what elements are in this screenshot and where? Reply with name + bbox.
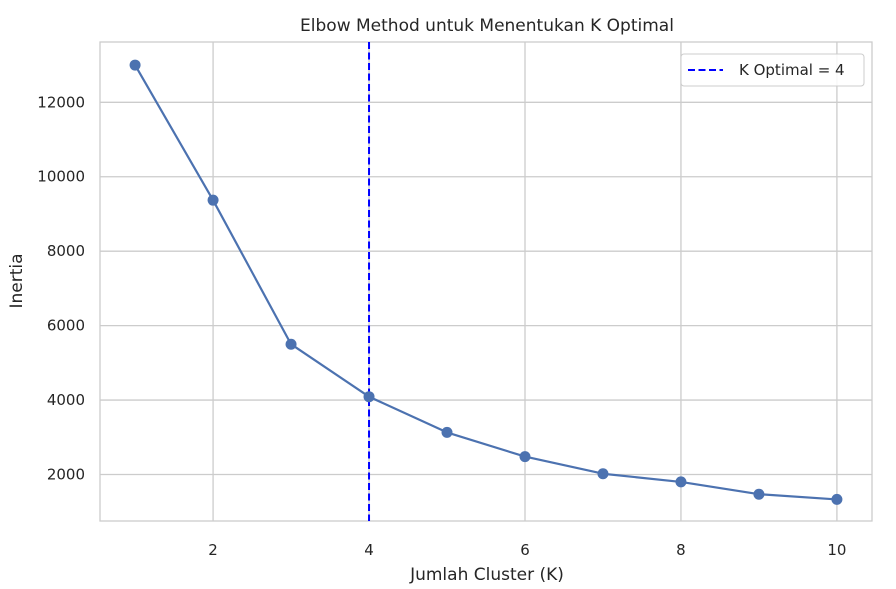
inertia-point	[519, 451, 531, 463]
y-tick-label: 10000	[37, 168, 85, 186]
legend-box	[680, 53, 865, 87]
inertia-point	[753, 488, 765, 500]
inertia-series-line	[133, 63, 839, 501]
inertia-point	[597, 468, 609, 480]
x-axis-title: Jumlah Cluster (K)	[409, 565, 564, 585]
inertia-point	[831, 493, 843, 505]
legend: K Optimal = 4	[680, 53, 865, 87]
y-tick-label: 12000	[37, 93, 85, 111]
grid-layer	[100, 42, 872, 521]
legend-label: K Optimal = 4	[739, 61, 845, 79]
inertia-point	[675, 476, 687, 488]
inertia-point	[207, 194, 219, 206]
chart-title: Elbow Method untuk Menentukan K Optimal	[300, 16, 674, 36]
inertia-point	[441, 426, 453, 438]
inertia-point	[363, 391, 375, 403]
y-tick-label: 8000	[47, 242, 85, 260]
x-tick-label: 8	[676, 541, 686, 559]
y-tick-label: 2000	[47, 465, 85, 483]
x-tick-label: 4	[364, 541, 374, 559]
y-tick-label: 6000	[47, 317, 85, 335]
x-tick-label: 6	[520, 541, 530, 559]
y-axis-title: Inertia	[7, 253, 27, 308]
inertia-point	[285, 338, 297, 350]
plot-frame	[99, 41, 873, 522]
inertia-point	[129, 59, 141, 71]
y-tick-label: 4000	[47, 391, 85, 409]
series-layer	[129, 59, 843, 505]
plot-area	[100, 42, 872, 521]
tick-label-layer: 2 4 6 8 10 2000 4000 6000 8000 10000 12000	[37, 93, 846, 559]
x-tick-label: 10	[827, 541, 846, 559]
x-tick-label: 2	[208, 541, 218, 559]
